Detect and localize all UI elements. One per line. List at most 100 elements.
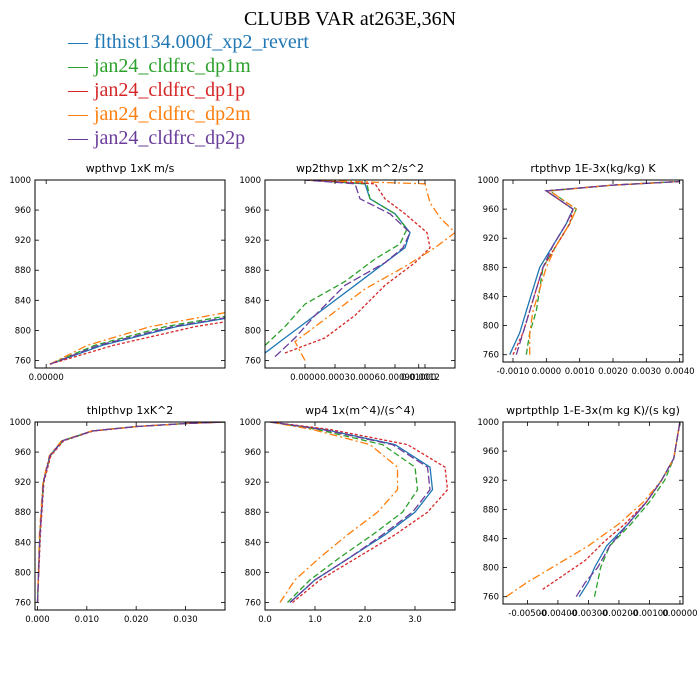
y-tick-label: 800 [245,568,261,578]
series-line [269,422,431,603]
x-tick-label: 0.00000 [662,609,697,619]
plot-frame [502,421,684,605]
series-line [575,422,681,598]
y-tick-label: 760 [483,593,499,603]
series-line [36,422,225,603]
y-tick-label: 1000 [9,176,31,186]
chart-title: wp2thvp 1xK m^2/s^2 [296,162,424,175]
series-line [269,422,399,603]
x-tick-label: 0.01000 [401,373,436,383]
series-line [294,180,455,361]
series-line [593,422,681,597]
series-line [36,422,225,603]
y-tick-label: 880 [483,263,499,273]
series-line [578,422,681,598]
series-line [515,180,680,355]
x-tick-label: 0.0003 [320,373,350,383]
series-line [512,180,680,355]
x-tick-label: 0.0 [258,615,272,625]
chart-panel: wprtpthlp 1-E-3x(m kg K)/(s kg) 760 800 840… [477,404,697,619]
plot-frame [502,179,684,363]
series-line [509,180,680,355]
x-tick-label: 0.0030 [631,367,661,377]
plot-frame [34,179,226,369]
legend-swatch: — [68,31,88,53]
x-tick-label: 0.0000 [531,367,561,377]
series-line [265,180,408,346]
y-tick-label: 1000 [9,418,31,428]
x-tick-label: -0.00300 [569,609,607,619]
legend-swatch: — [68,55,88,77]
y-tick-label: 960 [245,448,261,458]
chart-title: wp4 1x(m^4)/(s^4) [305,404,415,417]
y-tick-label: 920 [15,236,31,246]
legend-item: — flthist134.000f_xp2_revert [68,30,309,54]
x-tick-label: 0.0012 [410,373,440,383]
series-group [505,422,681,598]
y-tick-label: 1000 [477,418,499,428]
legend-swatch: — [68,103,88,125]
x-tick-label: 1.0 [308,615,322,625]
series-line [525,180,680,355]
y-tick-label: 880 [483,505,499,515]
x-tick-label: 0.0000 [290,373,320,383]
x-tick-label: 0.000 [25,615,49,625]
chart-title: rtpthvp 1E-3x(kg/kg) K [530,162,656,175]
plot-frame [264,421,456,611]
x-tick-label: 3.0 [408,615,422,625]
x-tick-label: 0.0040 [665,367,695,377]
series-line [49,321,225,365]
x-tick-label: 2.0 [358,615,372,625]
x-tick-label: -0.00500 [508,609,546,619]
chart-panel: wp4 1x(m^4)/(s^4) 760 800 840 880 920 960 1000 0… [239,404,456,625]
series-line [36,422,225,603]
x-tick-label: 0.020 [124,615,148,625]
chart-panel: rtpthvp 1E-3x(kg/kg) K 760 800 840 880 920 960… [477,162,694,377]
y-tick-label: 960 [15,206,31,216]
legend-item: — jan24_cldfrc_dp1m [68,54,309,78]
y-tick-label: 1000 [239,418,261,428]
y-tick-label: 920 [483,476,499,486]
series-line [49,315,225,365]
y-tick-label: 920 [15,478,31,488]
y-tick-label: 880 [245,508,261,518]
series-line [542,422,681,590]
legend-swatch: — [68,79,88,101]
legend-label: jan24_cldfrc_dp2m [94,103,251,125]
y-tick-label: 920 [483,234,499,244]
y-tick-label: 880 [15,266,31,276]
legend-item: — jan24_cldfrc_dp2m [68,102,309,126]
y-tick-label: 800 [15,326,31,336]
x-tick-label: 0.0010 [565,367,595,377]
chart-panel: thlpthvp 1xK^2 760 800 840 880 920 960 1000 0.00… [9,404,226,625]
series-line [49,317,225,365]
x-tick-label: 0.0009 [380,373,410,383]
legend: — flthist134.000f_xp2_revert — jan24_cldfrc… [68,30,309,150]
y-tick-label: 840 [245,538,261,548]
chart-panel: wpthvp 1xK m/s 760 800 840 880 920 960 1000 0.00… [9,162,436,383]
y-tick-label: 960 [483,447,499,457]
y-tick-label: 960 [245,206,261,216]
legend-item: — jan24_cldfrc_dp2p [68,126,309,150]
legend-item: — jan24_cldfrc_dp1p [68,78,309,102]
series-group [509,180,680,355]
y-tick-label: 760 [245,598,261,608]
legend-label: jan24_cldfrc_dp1m [94,55,251,77]
y-tick-label: 800 [245,326,261,336]
legend-label: flthist134.000f_xp2_revert [94,31,309,53]
y-tick-label: 840 [245,296,261,306]
x-tick-label: -0.0010 [497,367,530,377]
y-tick-label: 880 [245,266,261,276]
y-tick-label: 760 [483,351,499,361]
series-line [36,422,225,603]
y-tick-label: 840 [483,292,499,302]
y-tick-label: 920 [245,478,261,488]
x-tick-label: 0.00000 [29,373,64,383]
y-tick-label: 960 [15,448,31,458]
chart-title: wprtpthlp 1-E-3x(m kg K)/(s kg) [506,404,680,417]
y-tick-label: 800 [483,564,499,574]
y-tick-label: 840 [483,534,499,544]
series-line [284,180,431,354]
series-line [49,317,225,365]
